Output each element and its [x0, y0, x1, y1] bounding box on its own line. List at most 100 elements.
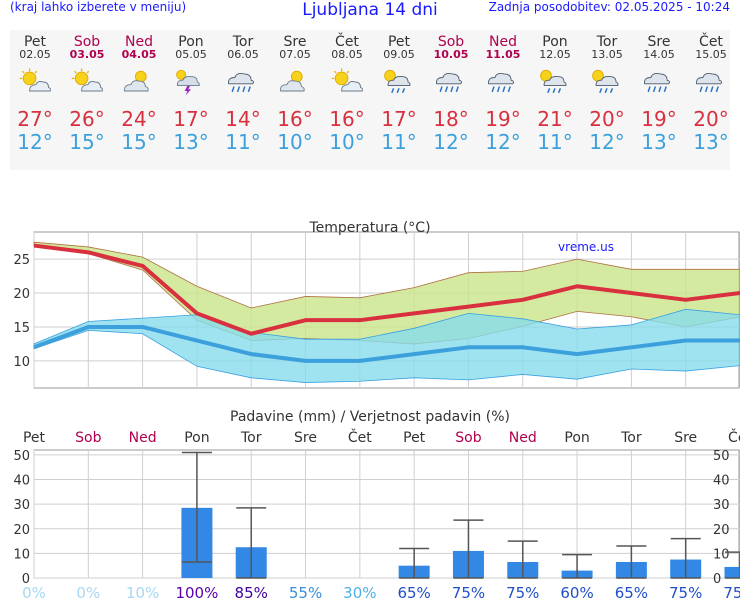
min-temperature: 12°: [485, 130, 521, 154]
precip-day-label: Ned: [509, 430, 537, 446]
precip-probability-label: 0%: [22, 584, 46, 600]
day-column: Pet 02.05 27° 12°: [9, 30, 61, 154]
min-temperature: 15°: [121, 130, 157, 154]
min-temperature: 11°: [537, 130, 573, 154]
day-date: 05.05: [175, 48, 207, 61]
precip-tick-label-right: 10: [713, 547, 730, 562]
precip-probability-label: 75%: [506, 584, 539, 600]
day-date: 07.05: [279, 48, 311, 61]
max-temperature: 16°: [277, 107, 313, 131]
day-date: 11.05: [485, 48, 521, 61]
precip-day-label: Tor: [240, 430, 262, 446]
precip-day-label: Čet: [348, 428, 372, 446]
day-name: Pet: [23, 34, 47, 50]
min-temperature-line: [33, 324, 740, 363]
menu-hint: (kraj lahko izberete v meniju): [10, 0, 187, 14]
day-name: Sob: [73, 34, 101, 50]
precip-probability-label: 0%: [76, 584, 100, 600]
day-name: Sob: [437, 34, 465, 50]
day-name: Pet: [387, 34, 411, 50]
forecast-charts: 10 15 20 25 Temperatura (°C) vreme.us Padavine…: [13, 220, 740, 600]
min-temperature: 11°: [225, 130, 261, 154]
precip-tick-label-left: 50: [13, 449, 30, 464]
precip-day-label: Sob: [75, 430, 101, 446]
precip-tick-label-right: 0: [713, 572, 721, 587]
day-date: 04.05: [121, 48, 157, 61]
day-date: 02.05: [19, 48, 51, 61]
sun-cloud-icon: [331, 68, 363, 92]
rain-cloud-icon: [696, 73, 722, 93]
precip-probability-label: 100%: [175, 584, 218, 600]
precip-probability-label: 60%: [560, 584, 593, 600]
watermark: vreme.us: [558, 240, 614, 254]
sun-cloud-icon: [71, 68, 103, 92]
page-title: Ljubljana 14 dni: [302, 0, 438, 20]
precip-probability-label: 55%: [289, 584, 322, 600]
day-name: Čet: [335, 34, 359, 50]
max-temperature: 17°: [173, 107, 209, 131]
precip-day-label: Pet: [403, 430, 426, 446]
precip-day-label: Sre: [674, 430, 697, 446]
precip-probability-label: 65%: [615, 584, 648, 600]
day-date: 13.05: [591, 48, 623, 61]
day-name: Tor: [232, 34, 254, 50]
min-temperature: 15°: [69, 130, 105, 154]
day-name: Čet: [699, 34, 723, 50]
max-temperature: 21°: [537, 107, 573, 131]
day-date: 14.05: [643, 48, 675, 61]
max-temperature: 17°: [381, 107, 417, 131]
min-temperature: 13°: [173, 130, 209, 154]
max-temperature: 20°: [693, 107, 729, 131]
day-date: 03.05: [69, 48, 105, 61]
day-name: Sre: [647, 34, 671, 50]
precipitation-chart-title: Padavine (mm) / Verjetnost padavin (%): [230, 409, 510, 425]
day-column: Ned 11.05 19° 12°: [477, 30, 529, 154]
day-name: Ned: [489, 34, 517, 50]
temp-tick-label: 15: [13, 321, 30, 336]
rain-cloud-icon: [488, 73, 514, 93]
temp-tick-label: 20: [13, 287, 30, 302]
sun-rain-icon: [540, 69, 567, 94]
max-temperature: 27°: [17, 107, 53, 131]
precip-probability-label: 65%: [397, 584, 430, 600]
min-temperature: 11°: [381, 130, 417, 154]
precip-day-label: Pet: [23, 430, 46, 446]
day-date: 12.05: [539, 48, 571, 61]
temperature-chart-title: Temperatura (°C): [308, 220, 430, 236]
precip-tick-label-left: 40: [13, 474, 30, 489]
last-update: Zadnja posodobitev: 02.05.2025 - 10:24: [488, 0, 730, 14]
day-column: Sob 10.05 18° 12°: [425, 30, 477, 154]
min-temperature: 10°: [329, 130, 365, 154]
day-column: Tor 13.05 20° 12°: [581, 30, 633, 154]
precip-tick-label-right: 40: [713, 474, 730, 489]
day-name: Pon: [178, 34, 204, 50]
min-temperature: 12°: [589, 130, 625, 154]
max-temperature: 20°: [589, 107, 625, 131]
temp-tick-label: 25: [13, 253, 30, 268]
precip-probability-label: 10%: [126, 584, 159, 600]
max-temperature: 18°: [433, 107, 469, 131]
precipitation-plot-frame: [33, 449, 740, 579]
rain-cloud-icon: [644, 73, 670, 93]
precip-day-label: Tor: [620, 430, 642, 446]
thunderstorm-icon: [176, 69, 200, 96]
day-date: 08.05: [331, 48, 363, 61]
precip-probability-label: 75%: [452, 584, 485, 600]
precip-day-label: Sob: [455, 430, 481, 446]
precip-day-label: Sre: [294, 430, 317, 446]
max-temperature: 19°: [485, 107, 521, 131]
precip-day-label: Pon: [184, 430, 209, 446]
precipitation-bar: [724, 566, 739, 578]
precip-tick-label-right: 20: [713, 523, 730, 538]
min-temperature: 13°: [693, 130, 729, 154]
max-temperature: 16°: [329, 107, 365, 131]
cloud-sun-icon: [124, 70, 149, 92]
day-column: Sre 07.05 16° 10°: [269, 30, 321, 154]
max-temperature: 19°: [641, 107, 677, 131]
precip-tick-label-left: 0: [22, 572, 30, 587]
day-column: Ned 04.05 24° 15°: [113, 30, 165, 154]
max-temperature: 26°: [69, 107, 105, 131]
day-name: Ned: [125, 34, 153, 50]
temp-tick-label: 10: [13, 355, 30, 370]
sun-rain-icon: [384, 69, 411, 94]
